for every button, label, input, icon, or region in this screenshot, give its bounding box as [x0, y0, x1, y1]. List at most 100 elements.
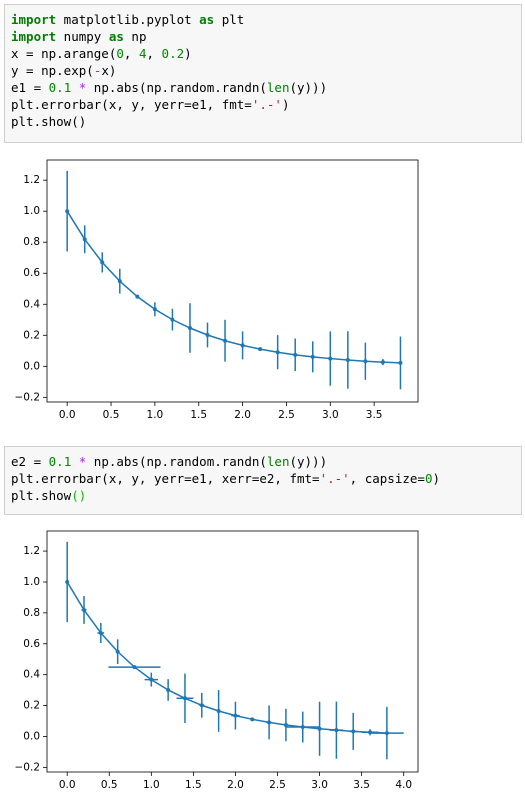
code-token: plt.show(): [11, 114, 87, 129]
point: [384, 731, 389, 736]
code-token: ,: [123, 46, 139, 61]
point: [98, 630, 103, 635]
y-tick-label: 1.2: [23, 174, 40, 186]
code-line: import matplotlib.pyplot as plt: [11, 11, 515, 28]
x-tick-label: 0.5: [103, 409, 120, 421]
point: [258, 347, 263, 352]
y-tick-label: 0.6: [23, 638, 40, 650]
code-token: (): [71, 488, 87, 503]
y-tick-label: −0.2: [15, 391, 41, 403]
chart: 0.0 0.5 1.0 1.5 2.0 2.5 3.0 3.5 4.0 −0.2 0.0 0.2 0.4…: [15, 530, 419, 791]
code-line: plt.errorbar(x, y, yerr=e1, xerr=e2, fmt…: [11, 470, 515, 487]
line: [66, 581, 387, 734]
code-token: [71, 454, 79, 469]
point: [205, 332, 210, 337]
point: [199, 703, 204, 708]
point: [283, 723, 288, 728]
point: [115, 649, 120, 654]
plot-frame: [46, 159, 419, 403]
code-line: import numpy as np: [11, 28, 515, 45]
point: [363, 359, 368, 364]
x-tick-label: 3.5: [353, 779, 370, 791]
code-token: len: [266, 80, 290, 95]
code-token: *: [78, 80, 87, 95]
code-token: y = np.exp(: [11, 63, 94, 78]
point: [187, 326, 192, 331]
point: [152, 307, 157, 312]
y-tick-label: 1.0: [23, 576, 40, 588]
x-tick-label: 2.0: [227, 779, 244, 791]
y-tick-label: 1.2: [23, 545, 40, 557]
point: [132, 665, 137, 670]
code-token: *: [78, 454, 87, 469]
x-tick-label: 3.0: [311, 779, 328, 791]
line: [66, 210, 401, 364]
code-token: x = np.arange(: [11, 46, 117, 61]
y-tick-label: 0.0: [23, 730, 40, 742]
code-token: -: [93, 63, 102, 78]
code-line: plt.errorbar(x, y, yerr=e1, fmt='.-'): [11, 96, 515, 113]
code-token: e1 =: [11, 80, 49, 95]
y-tick-label: 0.4: [23, 669, 40, 681]
code-token: e2 =: [11, 454, 49, 469]
point: [380, 360, 385, 365]
y-tick-label: −0.2: [15, 761, 41, 773]
code-token: (y))): [289, 80, 328, 95]
code-token: import: [11, 12, 57, 27]
code-token: matplotlib.pyplot: [56, 12, 200, 27]
point: [100, 260, 105, 265]
point: [82, 237, 87, 242]
point: [65, 579, 70, 584]
code-token: x): [101, 63, 117, 78]
code-token: ,: [146, 46, 162, 61]
y-tick-label: 0.6: [23, 267, 40, 279]
code-line: x = np.arange(0, 4, 0.2): [11, 45, 515, 62]
point: [82, 607, 87, 612]
x-tick-label: 1.0: [147, 409, 164, 421]
x-tick-label: 2.0: [234, 409, 251, 421]
code-token: , capsize=: [349, 471, 425, 486]
code: e2 = 0.1 * np.abs(np.random.randn(len(y)…: [5, 447, 521, 510]
point: [250, 717, 255, 722]
code-line: plt.show(): [11, 487, 515, 504]
x-tick-label: 0.5: [101, 779, 118, 791]
point: [170, 317, 175, 322]
y-tick-label: 0.8: [23, 607, 40, 619]
code-token: np.abs(np.random.randn(: [86, 454, 267, 469]
point: [240, 343, 245, 348]
code: import matplotlib.pyplot as plt import nu…: [5, 5, 521, 136]
y-tick-label: 0.2: [23, 329, 40, 341]
x-tick-label: 1.5: [190, 409, 207, 421]
x-tick-label: 2.5: [269, 779, 286, 791]
plot-frame: [46, 530, 419, 773]
code-line: plt.show(): [11, 113, 515, 130]
code-token: ): [281, 97, 290, 112]
code-token: 0: [116, 46, 124, 61]
code-token: '.-': [251, 97, 282, 112]
y-tick-label: 0.0: [23, 360, 40, 372]
code-line: e2 = 0.1 * np.abs(np.random.randn(len(y)…: [11, 453, 515, 470]
code-line: y = np.exp(-x): [11, 62, 515, 79]
point: [182, 696, 187, 701]
code-token: 0: [424, 471, 433, 486]
code-token: plt.errorbar(x, y, yerr=e1, xerr=e2, fmt…: [11, 471, 320, 486]
point: [351, 729, 356, 734]
code-cell[interactable]: e2 = 0.1 * np.abs(np.random.randn(len(y)…: [4, 446, 522, 515]
x-tick-label: 0.0: [59, 779, 76, 791]
point: [293, 352, 298, 357]
code-token: plt.show: [11, 488, 72, 503]
code-token: numpy: [56, 29, 109, 44]
code-cell[interactable]: import matplotlib.pyplot as plt import nu…: [4, 4, 522, 143]
code-token: ): [184, 46, 192, 61]
point: [223, 338, 228, 343]
code-token: as: [108, 29, 124, 44]
code-token: [71, 80, 79, 95]
y-tick-label: 1.0: [23, 205, 40, 217]
point: [267, 720, 272, 725]
code-line: e1 = 0.1 * np.abs(np.random.randn(len(y)…: [11, 79, 515, 96]
code-token: len: [266, 454, 290, 469]
code-token: 0.2: [161, 46, 185, 61]
code-token: 0.1: [48, 454, 72, 469]
point: [328, 356, 333, 361]
